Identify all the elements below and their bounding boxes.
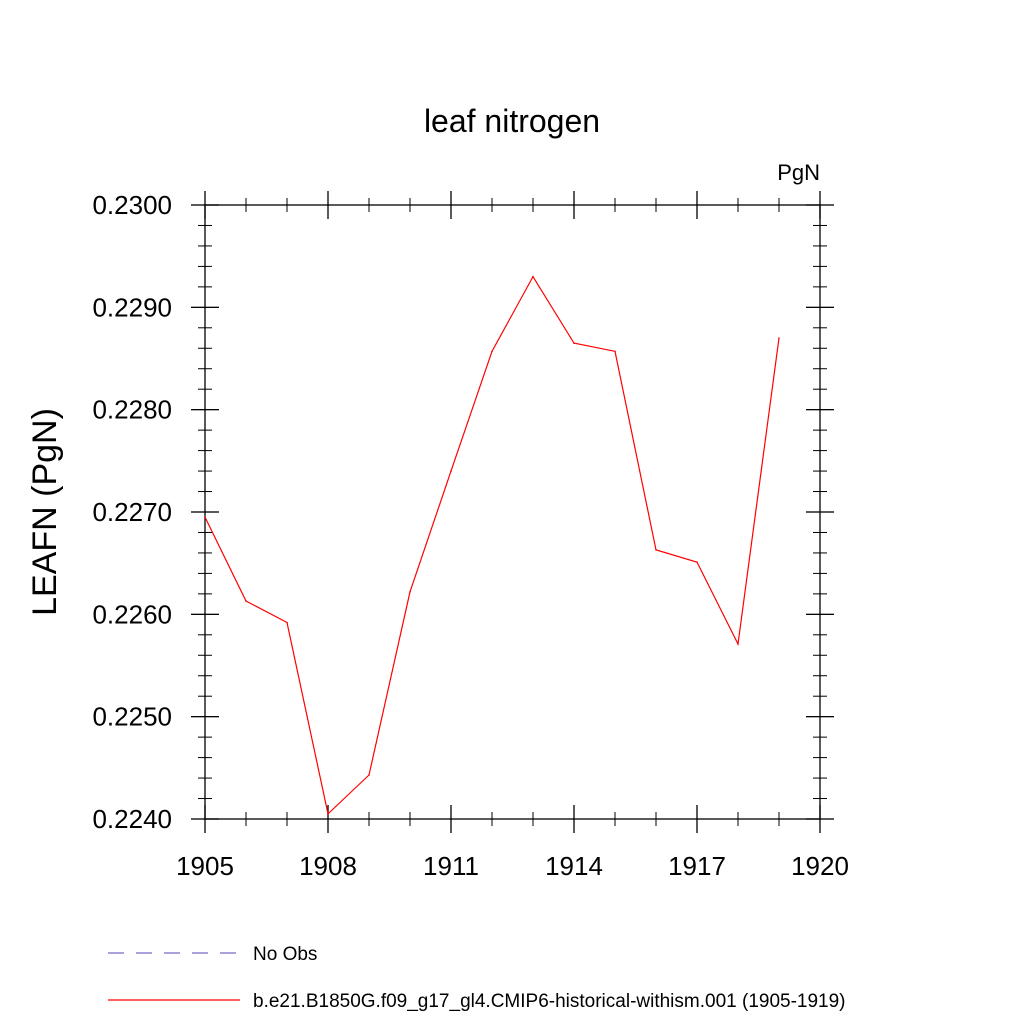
data-point [573, 342, 575, 344]
data-point [204, 516, 206, 518]
data-point [286, 621, 288, 624]
x-tick-label: 1911 [423, 851, 479, 881]
y-tick-label: 0.2280 [92, 395, 172, 425]
data-point [614, 350, 616, 353]
data-point [450, 470, 452, 472]
x-tick-label: 1908 [299, 851, 357, 881]
legend-label: No Obs [253, 944, 317, 965]
x-tick-label: 1905 [176, 851, 234, 881]
y-tick-label: 0.2250 [92, 702, 172, 732]
axis-ticks: 1905 1908 1911 1914 1917 1920 0.2240 0.2250 0.22… [92, 190, 848, 881]
data-point [327, 813, 329, 815]
y-tick-label: 0.2290 [92, 292, 172, 322]
units-label: PgN [777, 160, 820, 185]
data-point [655, 549, 657, 551]
data-point [491, 350, 493, 353]
chart-title: leaf nitrogen [424, 103, 600, 139]
plot-frame [204, 204, 821, 820]
legend-label: b.e21.B1850G.f09_g17_gl4.CMIP6-historica… [253, 991, 846, 1012]
x-tick-label: 1920 [791, 851, 849, 881]
series-line-0 [204, 275, 780, 816]
y-tick-label: 0.2240 [92, 804, 172, 834]
data-point [409, 591, 411, 593]
data-point [245, 600, 247, 602]
x-tick-label: 1914 [545, 851, 603, 881]
legend: No Obs b.e21.B1850G.f09_g17_gl4.CMIP6-his… [108, 944, 846, 1012]
series-layer [204, 275, 780, 816]
y-tick-label: 0.2270 [92, 497, 172, 527]
data-point [368, 774, 370, 776]
data-point [696, 561, 698, 563]
y-axis-label: LEAFN (PgN) [26, 408, 64, 616]
y-tick-label: 0.2260 [92, 599, 172, 629]
data-point [532, 275, 534, 278]
data-point [778, 337, 780, 339]
x-tick-label: 1917 [668, 851, 726, 881]
y-tick-label: 0.2300 [92, 190, 172, 220]
data-point [737, 643, 739, 645]
